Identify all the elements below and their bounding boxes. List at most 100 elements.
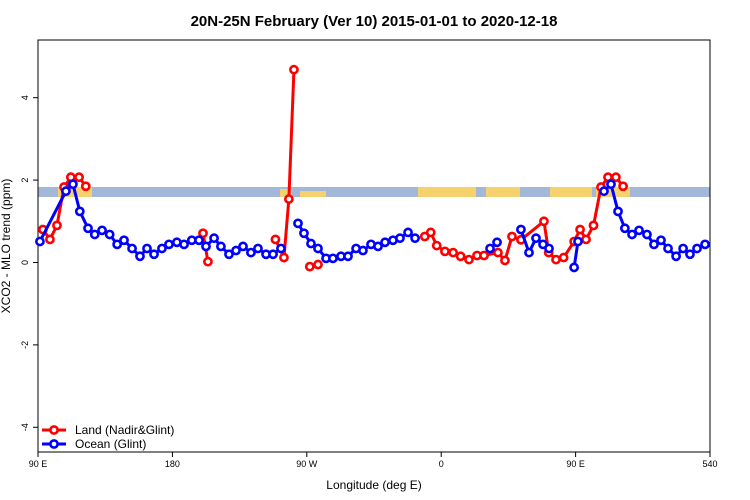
data-point (194, 235, 204, 246)
land-strip (300, 191, 326, 197)
data-point (231, 245, 241, 256)
data-point (425, 227, 436, 238)
data-point (551, 254, 561, 265)
x-tick-label: 90 E (566, 459, 585, 469)
data-point (209, 233, 219, 244)
data-point (293, 218, 303, 229)
y-tick-label: 4 (20, 95, 30, 100)
data-point (276, 243, 286, 254)
data-point (246, 247, 256, 258)
y-tick-label: 0 (20, 260, 30, 265)
data-point (656, 235, 666, 246)
x-tick-label: 0 (439, 459, 444, 469)
data-point (135, 251, 145, 262)
data-point (611, 172, 621, 183)
data-point (35, 236, 45, 247)
data-point (516, 224, 526, 235)
legend-marker (49, 425, 59, 435)
data-point (558, 252, 569, 263)
data-point (198, 228, 208, 239)
data-point (569, 262, 580, 273)
x-tick-label: 90 E (29, 459, 48, 469)
y-tick-label: -2 (20, 341, 30, 349)
legend-marker (49, 439, 59, 449)
data-point (524, 247, 534, 258)
legend-label: Ocean (Glint) (75, 437, 146, 451)
data-point (279, 252, 289, 263)
data-point (283, 194, 294, 204)
data-point (485, 243, 495, 254)
data-point (253, 243, 263, 254)
data-point (663, 243, 673, 254)
data-point (373, 241, 383, 252)
x-tick-label: 540 (702, 459, 717, 469)
data-point (606, 179, 616, 190)
y-tick-label: 2 (20, 178, 30, 183)
data-point (74, 206, 85, 217)
data-point (575, 224, 585, 235)
data-point (455, 251, 466, 262)
data-point (313, 259, 323, 270)
data-point (142, 243, 152, 254)
data-point (343, 251, 353, 262)
data-point (238, 241, 248, 252)
land-strip (280, 189, 292, 197)
data-point (80, 181, 91, 192)
plot-frame (37, 39, 711, 453)
data-point (649, 239, 659, 250)
data-point (97, 225, 107, 236)
data-point (588, 220, 599, 231)
data-point (613, 206, 623, 217)
data-point (201, 241, 211, 252)
land-strip (550, 187, 592, 197)
data-point (157, 243, 167, 254)
data-point (68, 179, 78, 190)
data-point (500, 255, 510, 266)
data-point (531, 233, 541, 244)
legend-label: Land (Nadir&Glint) (75, 423, 174, 437)
data-point (493, 247, 503, 258)
data-point (627, 229, 637, 240)
data-point (179, 239, 189, 250)
data-point (618, 181, 628, 192)
data-point (268, 249, 278, 260)
data-point (164, 239, 174, 250)
data-point (52, 220, 62, 231)
data-point (45, 234, 55, 245)
data-point (634, 225, 644, 236)
data-point (573, 236, 583, 247)
data-point (203, 256, 213, 267)
data-point (306, 238, 316, 249)
data-point (89, 229, 100, 240)
data-point (642, 229, 652, 240)
data-point (299, 228, 309, 239)
data-point (395, 233, 405, 244)
data-point (692, 243, 702, 254)
data-point (83, 223, 93, 234)
y-axis-label: XCO2 - MLO trend (ppm) (0, 179, 13, 314)
data-point (313, 243, 323, 254)
data-point (678, 243, 689, 254)
land-strip (418, 187, 476, 197)
data-point (507, 231, 517, 242)
x-tick-label: 180 (165, 459, 180, 469)
data-point (410, 233, 420, 244)
data-point (581, 234, 591, 245)
land-strip (486, 187, 520, 197)
data-point (216, 241, 226, 252)
data-point (289, 64, 299, 75)
data-point (671, 251, 682, 262)
data-point (464, 254, 474, 265)
x-tick-label: 90 W (296, 459, 318, 469)
data-point (224, 249, 234, 260)
data-point (448, 247, 459, 258)
data-point (700, 239, 710, 250)
data-point (358, 245, 368, 256)
data-point (544, 243, 554, 254)
data-point (304, 261, 315, 272)
data-point (403, 227, 413, 238)
data-point (440, 246, 450, 257)
x-axis-label: Longitude (deg E) (326, 478, 421, 492)
chart-title: 20N-25N February (Ver 10) 2015-01-01 to … (191, 13, 558, 30)
